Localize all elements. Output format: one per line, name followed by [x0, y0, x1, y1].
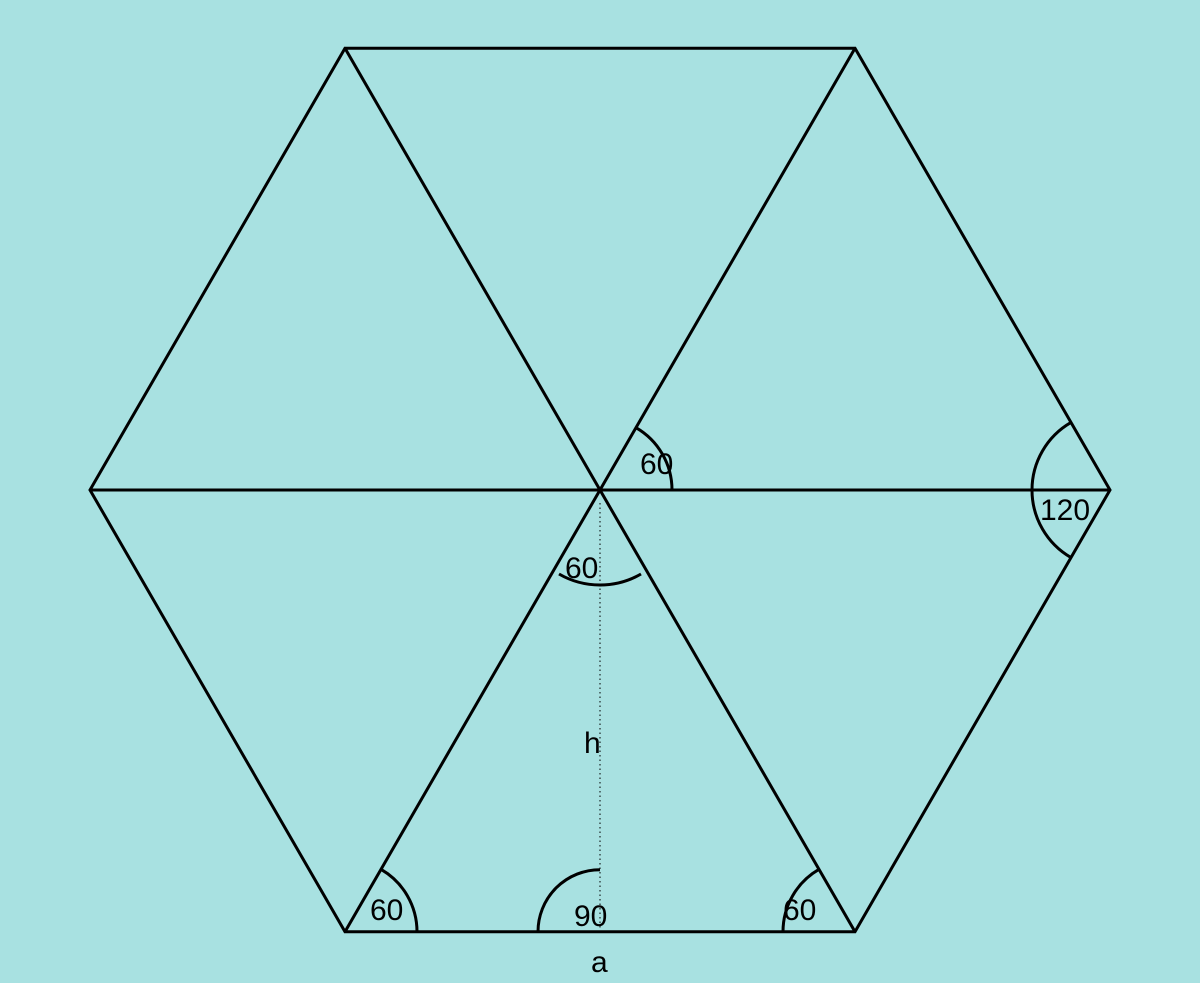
angle-label-center-top: 60 — [640, 448, 673, 481]
label-a: a — [591, 946, 608, 979]
label-h: h — [584, 727, 601, 760]
diagonal-2 — [345, 48, 600, 490]
angle-label-bottom-right: 60 — [783, 894, 816, 927]
hexagon-diagram: 60 60 120 60 60 90 h a — [0, 0, 1200, 983]
diagonal-1 — [600, 48, 855, 490]
angle-label-bottom-left: 60 — [370, 894, 403, 927]
angle-label-right-120: 120 — [1040, 494, 1090, 527]
diagonal-4 — [345, 490, 600, 932]
angle-label-bottom-90: 90 — [574, 900, 607, 933]
angle-label-center-bottom: 60 — [565, 552, 598, 585]
diagonal-5 — [600, 490, 855, 932]
